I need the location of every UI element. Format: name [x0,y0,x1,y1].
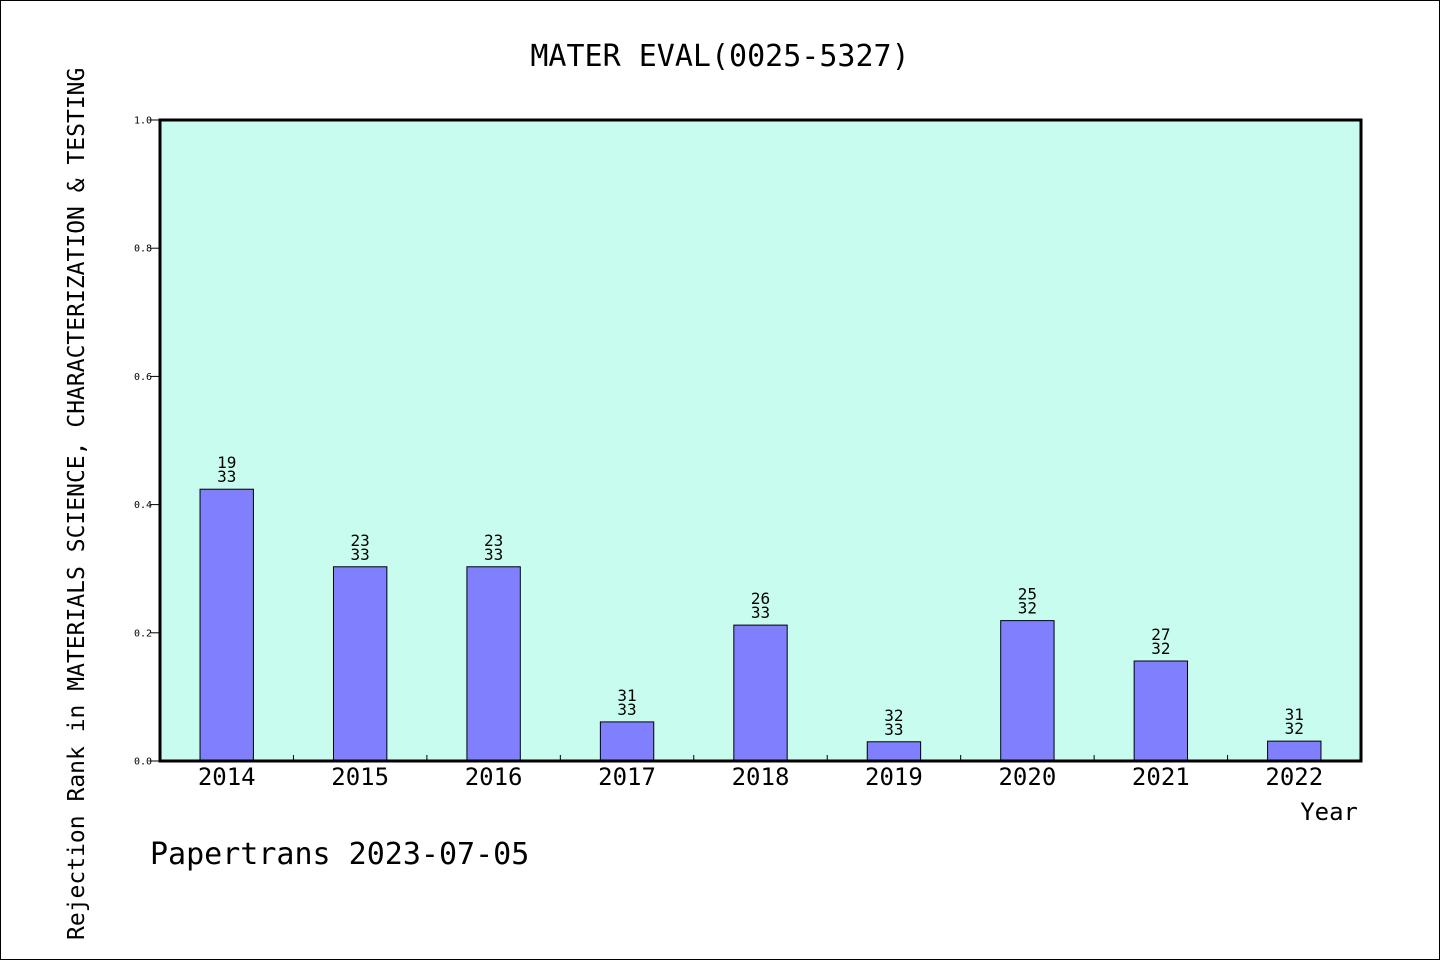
bar-label-rank-2018: 26 [751,589,770,608]
bar-label-rank-2021: 27 [1151,625,1170,644]
bar-2020 [1000,620,1055,762]
bar-label-total-2016: 33 [484,545,503,564]
bar-label-rank-2017: 31 [617,686,636,705]
bar-label-total-2015: 33 [351,545,370,564]
bar-label-rank-2014: 19 [217,453,236,472]
x-tick-2018: 2018 [732,763,790,791]
bar-label-total-2021: 32 [1151,639,1170,658]
y-tick-label: 1.0 [134,116,152,127]
x-axis-label: Year [1300,798,1358,826]
y-tick-label: 0.2 [134,628,152,639]
bar-label-rank-2019: 32 [884,706,903,725]
x-tick-2019: 2019 [865,763,923,791]
chart-title: MATER EVAL(0025-5327) [530,39,909,74]
bar-2017 [599,721,655,762]
bar-label-rank-2016: 23 [484,531,503,550]
bar-2021 [1133,660,1189,762]
bar-2016 [466,566,521,762]
bar-label-total-2014: 33 [217,467,236,486]
y-axis-label: Rejection Rank in MATERIALS SCIENCE, CHA… [64,68,90,940]
bar-2015 [332,566,388,762]
x-tick-2022: 2022 [1265,763,1323,791]
x-tick-2017: 2017 [598,763,656,791]
x-tick-2020: 2020 [998,763,1056,791]
bar-label-total-2020: 32 [1018,599,1037,618]
x-tick-2021: 2021 [1132,763,1190,791]
bar-2018 [733,624,788,762]
y-tick-label: 0.6 [134,372,152,383]
bar-label-rank-2020: 25 [1018,585,1037,604]
y-tick-label: 0.4 [134,500,152,511]
x-tick-2016: 2016 [465,763,523,791]
bar-label-total-2017: 33 [617,700,636,719]
bar-label-total-2018: 33 [751,603,770,622]
plot-border [158,118,1363,763]
bar-label-total-2019: 33 [884,720,903,739]
bar-label-rank-2015: 23 [351,531,370,550]
bar-2014 [199,488,254,762]
bar-2019 [866,741,922,762]
footer-credit: Papertrans 2023-07-05 [150,837,529,872]
axis-ticks: 2014 2015 2016 2017 2018 2019 2020 2021 2022 0.0 0… [134,116,1323,792]
x-tick-2015: 2015 [331,763,389,791]
bar-2022 [1267,740,1322,762]
y-tick-label: 0.0 [134,757,152,768]
x-tick-2014: 2014 [198,763,256,791]
y-tick-label: 0.8 [134,244,152,255]
bar-label-rank-2022: 31 [1285,705,1304,724]
bar-label-total-2022: 32 [1285,719,1304,738]
